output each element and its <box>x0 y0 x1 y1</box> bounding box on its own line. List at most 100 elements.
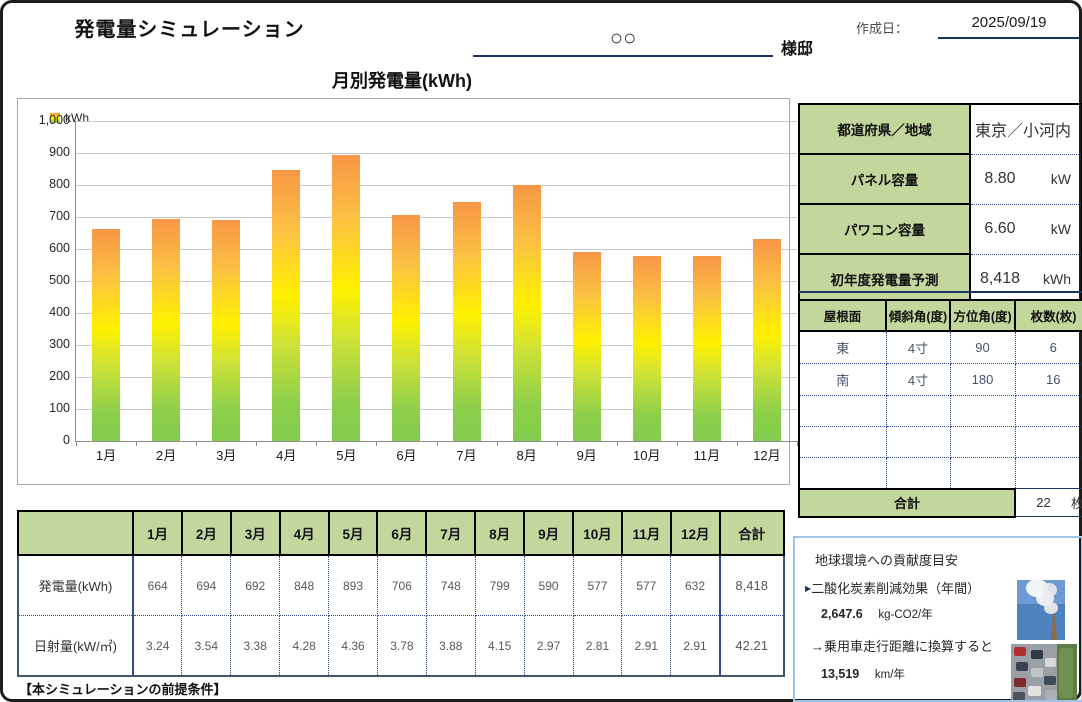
monthly-data-row: 日射量(kW/㎡) 3.24 3.54 3.38 4.28 4.36 3.78 3.88 4.1… <box>17 615 785 677</box>
bar-10月 <box>632 256 661 441</box>
monthly-data-table: 1月 2月 3月 4月 5月 6月 7月 8月 9月 10月 11月 12月 合計 発電量(kWh) 66… <box>17 510 785 677</box>
x-axis-label: 12月 <box>753 448 781 463</box>
monthly-value: 4.28 <box>279 615 330 677</box>
monthly-value: 3.78 <box>376 615 427 677</box>
bar-4月 <box>272 169 301 441</box>
month-header: 1月 <box>132 510 183 556</box>
roof-header: 枚数(枚) <box>1014 299 1082 332</box>
monthly-value: 632 <box>670 554 721 616</box>
report-title-banner: 発電量シミュレーション <box>74 19 305 41</box>
roof-total-cell: 22 枚 <box>1014 488 1082 517</box>
monthly-value: 577 <box>572 554 623 616</box>
month-header: 4月 <box>278 510 330 556</box>
roof-row: 南 4寸 180 16 <box>798 362 1082 396</box>
monthly-value: 893 <box>328 554 378 616</box>
roof-cell <box>798 394 887 427</box>
roof-cell <box>885 425 951 458</box>
monthly-value: 590 <box>523 554 574 616</box>
monthly-value: 706 <box>376 554 427 616</box>
x-axis-tick <box>496 441 498 446</box>
monthly-value: 4.15 <box>474 615 525 677</box>
info-row: パワコン容量 6.60 kW <box>798 203 1082 255</box>
info-value-cell: 8,418 kWh <box>970 253 1082 305</box>
env-co2-value-line: 2,647.6 kg-CO2/年 <box>821 606 933 622</box>
env-car-unit: km/年 <box>874 669 905 681</box>
month-header: 7月 <box>425 510 477 556</box>
info-value: 東京／小河内 <box>974 123 1071 141</box>
customer-name-field: ○○ <box>473 25 773 57</box>
info-label: 都道府県／地域 <box>798 103 971 155</box>
roof-row <box>798 456 1082 489</box>
x-axis-label: 5月 <box>336 448 357 463</box>
monthly-value: 2.91 <box>670 615 721 677</box>
roof-total-row: 合計 22 枚 <box>798 487 1082 518</box>
monthly-total: 8,418 <box>718 554 785 616</box>
roof-total-unit: 枚 <box>1070 496 1082 511</box>
monthly-row-label: 発電量(kWh) <box>17 554 134 616</box>
info-value: 8,418 <box>979 269 1021 287</box>
info-label: 初年度発電量予測 <box>798 253 971 305</box>
bullet-arrow-icon: ▶ <box>805 584 812 593</box>
y-axis-tick-label: 400 <box>49 305 70 319</box>
month-header: 8月 <box>474 510 526 556</box>
roof-cell <box>949 394 1016 427</box>
environment-contribution-box: 地球環境への貢献度目安 ▶二酸化炭素削減効果（年間） 2,647.6 kg-CO… <box>793 536 1082 702</box>
y-axis-tick-label: 100 <box>49 401 70 415</box>
x-axis-tick <box>76 441 77 446</box>
roof-cell <box>885 456 951 489</box>
roof-cell <box>798 425 887 458</box>
y-axis-tick-label: 200 <box>49 369 70 383</box>
bar-6月 <box>392 215 421 441</box>
monthly-corner-cell <box>17 510 134 556</box>
y-axis-tick-label: 1,000 <box>38 113 70 127</box>
roof-cell <box>798 456 887 489</box>
bar-3月 <box>212 219 241 441</box>
monthly-value: 748 <box>425 554 476 616</box>
month-header: 2月 <box>180 510 232 556</box>
monthly-total: 42.21 <box>718 615 785 677</box>
info-label: パワコン容量 <box>798 203 971 255</box>
y-axis-tick-label: 0 <box>63 433 70 447</box>
simulation-preconditions-note: 【本シミュレーションの前提条件】 <box>19 682 227 697</box>
traffic-photo <box>1011 644 1077 700</box>
x-axis-tick <box>436 441 438 446</box>
info-row: 都道府県／地域 東京／小河内 <box>798 103 1082 155</box>
monthly-value: 2.81 <box>572 615 623 677</box>
y-axis-tick-label: 800 <box>49 177 70 191</box>
x-axis-tick <box>316 441 318 446</box>
roof-cell: 6 <box>1014 330 1082 364</box>
bar-5月 <box>332 155 361 441</box>
env-title: 地球環境への貢献度目安 <box>815 553 959 568</box>
x-axis-tick <box>376 441 378 446</box>
created-date-value: 2025/09/19 <box>938 14 1080 39</box>
env-co2-unit: kg-CO2/年 <box>878 609 933 621</box>
x-axis-label: 11月 <box>693 448 721 463</box>
monthly-row-label: 日射量(kW/㎡) <box>17 615 134 677</box>
roof-header: 屋根面 <box>798 299 887 332</box>
roof-cell <box>949 425 1016 458</box>
x-axis-label: 2月 <box>156 448 177 463</box>
x-axis-label: 4月 <box>276 448 297 463</box>
bar-2月 <box>152 218 181 441</box>
roof-cell <box>1014 425 1082 458</box>
roof-cell: 4寸 <box>885 330 951 364</box>
smokestack-photo <box>1017 580 1065 640</box>
x-axis-tick <box>136 441 138 446</box>
monthly-value: 577 <box>621 554 672 616</box>
roof-header: 方位角(度) <box>949 299 1016 332</box>
month-header: 11月 <box>620 510 672 556</box>
monthly-value: 664 <box>132 554 183 616</box>
monthly-value: 694 <box>181 554 232 616</box>
monthly-value: 799 <box>474 554 525 616</box>
env-car-value-line: 13,519 km/年 <box>821 666 905 682</box>
roof-row <box>798 425 1082 458</box>
info-unit: kW <box>1050 221 1071 237</box>
info-value-cell: 東京／小河内 <box>970 103 1082 155</box>
chart-plot-area: 1,000 900 800 700 600 500 400 300 200 100 0 1月 2月 3月 4… <box>39 113 798 463</box>
month-header: 5月 <box>327 510 379 556</box>
legend-swatch-icon <box>50 113 60 123</box>
x-axis-label: 9月 <box>576 448 597 463</box>
month-header: 合計 <box>718 510 785 556</box>
chart-title: 月別発電量(kWh) <box>332 71 472 91</box>
roof-header: 傾斜角(度) <box>885 299 951 332</box>
